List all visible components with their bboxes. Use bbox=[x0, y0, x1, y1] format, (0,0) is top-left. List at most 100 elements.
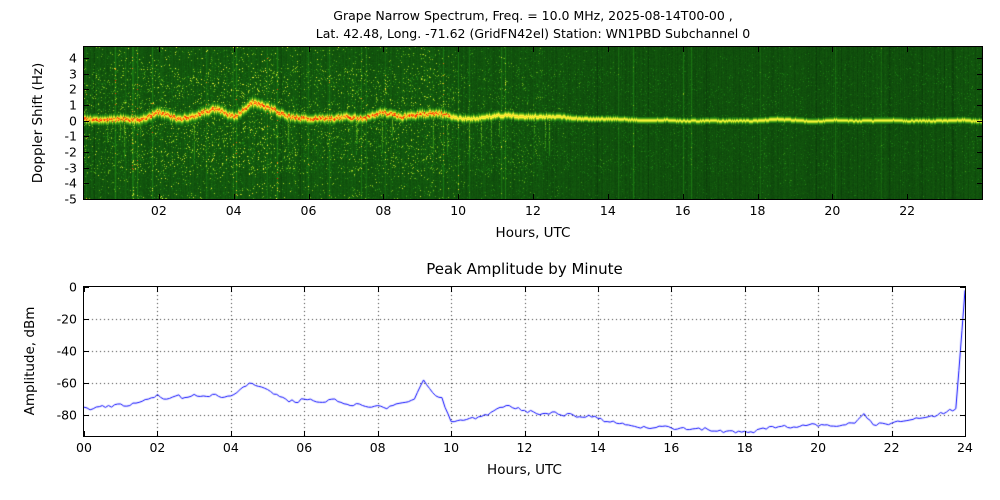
y-tick-mark bbox=[977, 73, 982, 75]
y-tick-mark bbox=[84, 73, 89, 75]
spectrogram-title-line1: Grape Narrow Spectrum, Freq. = 10.0 MHz,… bbox=[333, 8, 733, 23]
y-tick-mark bbox=[84, 167, 89, 169]
x-tick-mark bbox=[832, 194, 834, 199]
y-tick-mark bbox=[960, 319, 965, 321]
spectrogram-title: Grape Narrow Spectrum, Freq. = 10.0 MHz,… bbox=[83, 7, 983, 43]
y-tick-mark bbox=[84, 136, 89, 138]
x-tick-mark bbox=[233, 194, 235, 199]
y-tick-label: -60 bbox=[56, 375, 77, 391]
y-tick-mark bbox=[977, 57, 982, 59]
x-tick-mark bbox=[158, 194, 160, 199]
y-tick-mark bbox=[84, 151, 89, 153]
amplitude-canvas bbox=[84, 287, 965, 436]
x-tick-label: 10 bbox=[443, 440, 460, 455]
x-tick-mark bbox=[671, 431, 673, 436]
y-tick-label: 3 bbox=[69, 66, 77, 82]
x-tick-label: 12 bbox=[516, 440, 533, 455]
x-tick-mark bbox=[907, 194, 909, 199]
spectrogram-title-line2: Lat. 42.48, Long. -71.62 (GridFN42el) St… bbox=[315, 26, 751, 42]
x-tick-mark bbox=[230, 287, 232, 292]
x-tick-label: 20 bbox=[810, 440, 827, 455]
x-tick-label: 18 bbox=[736, 440, 753, 455]
y-tick-label: -5 bbox=[64, 191, 77, 207]
x-tick-mark bbox=[682, 194, 684, 199]
x-tick-mark bbox=[891, 431, 893, 436]
x-tick-mark bbox=[965, 287, 966, 292]
x-tick-label: 24 bbox=[957, 440, 973, 455]
x-tick-mark bbox=[308, 194, 310, 199]
x-tick-label: 16 bbox=[663, 440, 680, 455]
x-tick-mark bbox=[607, 194, 609, 199]
y-tick-mark bbox=[84, 287, 89, 288]
x-tick-mark bbox=[965, 431, 966, 436]
x-tick-mark bbox=[458, 47, 460, 52]
x-tick-mark bbox=[451, 287, 453, 292]
x-tick-mark bbox=[157, 287, 159, 292]
y-tick-mark bbox=[977, 151, 982, 153]
y-tick-mark bbox=[977, 89, 982, 91]
x-tick-label: 06 bbox=[300, 203, 317, 218]
y-tick-label: -20 bbox=[56, 311, 77, 327]
spectrogram-canvas bbox=[84, 47, 982, 199]
x-tick-mark bbox=[158, 47, 160, 52]
x-tick-mark bbox=[524, 431, 526, 436]
x-tick-label: 16 bbox=[674, 203, 691, 218]
spectrogram-xlabel: Hours, UTC bbox=[495, 225, 571, 241]
x-tick-mark bbox=[744, 431, 746, 436]
x-tick-label: 14 bbox=[589, 440, 606, 455]
x-tick-mark bbox=[818, 287, 820, 292]
x-tick-label: 14 bbox=[599, 203, 616, 218]
x-tick-mark bbox=[308, 47, 310, 52]
x-tick-label: 12 bbox=[525, 203, 541, 218]
x-tick-mark bbox=[233, 47, 235, 52]
x-tick-label: 06 bbox=[296, 440, 313, 455]
amplitude-ylabel: Amplitude, dBm bbox=[22, 306, 38, 416]
y-tick-mark bbox=[977, 167, 982, 169]
x-tick-mark bbox=[757, 194, 759, 199]
y-tick-mark bbox=[84, 319, 89, 321]
x-tick-mark bbox=[671, 287, 673, 292]
x-tick-label: 20 bbox=[824, 203, 841, 218]
y-tick-mark bbox=[977, 104, 982, 106]
y-tick-mark bbox=[84, 104, 89, 106]
x-tick-label: 00 bbox=[76, 440, 92, 455]
x-tick-mark bbox=[383, 194, 385, 199]
y-tick-label: 0 bbox=[69, 113, 77, 129]
spectrogram-ylabel: Doppler Shift (Hz) bbox=[30, 62, 46, 184]
y-tick-mark bbox=[960, 415, 965, 417]
y-tick-mark bbox=[960, 351, 965, 353]
y-tick-mark bbox=[977, 183, 982, 185]
x-tick-label: 04 bbox=[222, 440, 239, 455]
x-tick-label: 10 bbox=[450, 203, 467, 218]
x-tick-label: 22 bbox=[883, 440, 900, 455]
x-tick-mark bbox=[744, 287, 746, 292]
y-tick-mark bbox=[84, 415, 89, 417]
y-tick-label: 2 bbox=[69, 81, 77, 97]
y-tick-mark bbox=[84, 89, 89, 91]
y-tick-label: -2 bbox=[64, 144, 77, 160]
y-tick-mark bbox=[84, 183, 89, 185]
amplitude-chart-title: Peak Amplitude by Minute bbox=[426, 260, 623, 278]
x-tick-mark bbox=[377, 287, 379, 292]
x-tick-label: 02 bbox=[149, 440, 166, 455]
y-tick-mark bbox=[960, 287, 965, 288]
x-tick-label: 08 bbox=[375, 203, 392, 218]
x-tick-mark bbox=[84, 431, 85, 436]
y-tick-mark bbox=[84, 120, 89, 122]
amplitude-xlabel: Hours, UTC bbox=[487, 462, 562, 478]
x-tick-mark bbox=[533, 194, 534, 199]
x-tick-mark bbox=[818, 431, 820, 436]
x-tick-mark bbox=[458, 194, 460, 199]
y-tick-label: -3 bbox=[64, 160, 77, 176]
x-tick-label: 04 bbox=[225, 203, 242, 218]
x-tick-mark bbox=[597, 431, 599, 436]
x-tick-label: 22 bbox=[899, 203, 916, 218]
x-tick-label: 08 bbox=[369, 440, 386, 455]
x-tick-mark bbox=[533, 47, 534, 52]
x-tick-mark bbox=[304, 431, 306, 436]
y-tick-label: 0 bbox=[69, 279, 77, 295]
x-tick-mark bbox=[891, 287, 893, 292]
y-tick-label: -80 bbox=[56, 407, 77, 423]
x-tick-label: 18 bbox=[749, 203, 766, 218]
